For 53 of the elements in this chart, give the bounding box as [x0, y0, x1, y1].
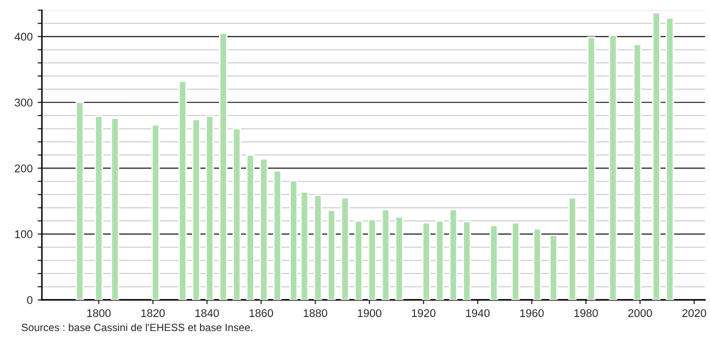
- bar: [246, 154, 255, 300]
- bar: [76, 102, 84, 300]
- bar: [533, 228, 542, 300]
- x-tick-label: 1960: [520, 309, 544, 318]
- x-tick-label: 1980: [574, 309, 598, 318]
- bar: [205, 116, 214, 300]
- bar: [608, 34, 618, 300]
- bar: [449, 208, 458, 300]
- bar: [219, 32, 228, 300]
- bar: [587, 36, 596, 300]
- bar: [327, 210, 336, 300]
- bar: [151, 124, 160, 300]
- bar: [368, 218, 376, 300]
- y-tick-label: 0: [27, 296, 32, 304]
- bar: [354, 220, 363, 300]
- bar: [568, 197, 577, 300]
- x-tick-label: 1800: [87, 309, 111, 318]
- x-tick-label: 1920: [412, 309, 436, 318]
- bar: [192, 118, 200, 300]
- x-tick-label: 1860: [250, 309, 274, 318]
- bar: [394, 216, 404, 300]
- y-tick-label: 400: [14, 32, 32, 41]
- y-tick-label: 200: [14, 164, 32, 172]
- x-tick-label: 2000: [628, 309, 652, 318]
- bar: [300, 191, 309, 300]
- x-tick-label: 1820: [141, 309, 165, 318]
- bar: [549, 234, 558, 300]
- bar: [490, 224, 498, 300]
- x-tick-label: 1840: [195, 309, 219, 318]
- bar: [666, 17, 674, 300]
- x-tick-label: 1880: [304, 309, 328, 318]
- bar: [436, 220, 444, 300]
- bar: [340, 197, 350, 300]
- bar: [462, 220, 472, 300]
- bar: [178, 80, 187, 300]
- bar: [260, 158, 268, 300]
- bar: [511, 222, 520, 300]
- bar: [652, 12, 661, 300]
- bar: [289, 180, 298, 300]
- x-tick-label: 2020: [682, 309, 706, 318]
- bar: [422, 222, 430, 300]
- x-tick-label: 1900: [358, 309, 382, 318]
- bar: [273, 170, 282, 300]
- bar: [232, 128, 241, 300]
- y-tick-label: 300: [14, 98, 32, 107]
- bar: [633, 44, 642, 300]
- bar: [110, 117, 120, 300]
- source-note: Sources : base Cassini de l'EHESS et base Insee.: [22, 323, 252, 332]
- bar: [381, 208, 390, 300]
- bar: [314, 194, 322, 300]
- y-tick-label: 100: [15, 230, 32, 238]
- x-tick-label: 1940: [466, 309, 490, 318]
- bar: [94, 116, 103, 300]
